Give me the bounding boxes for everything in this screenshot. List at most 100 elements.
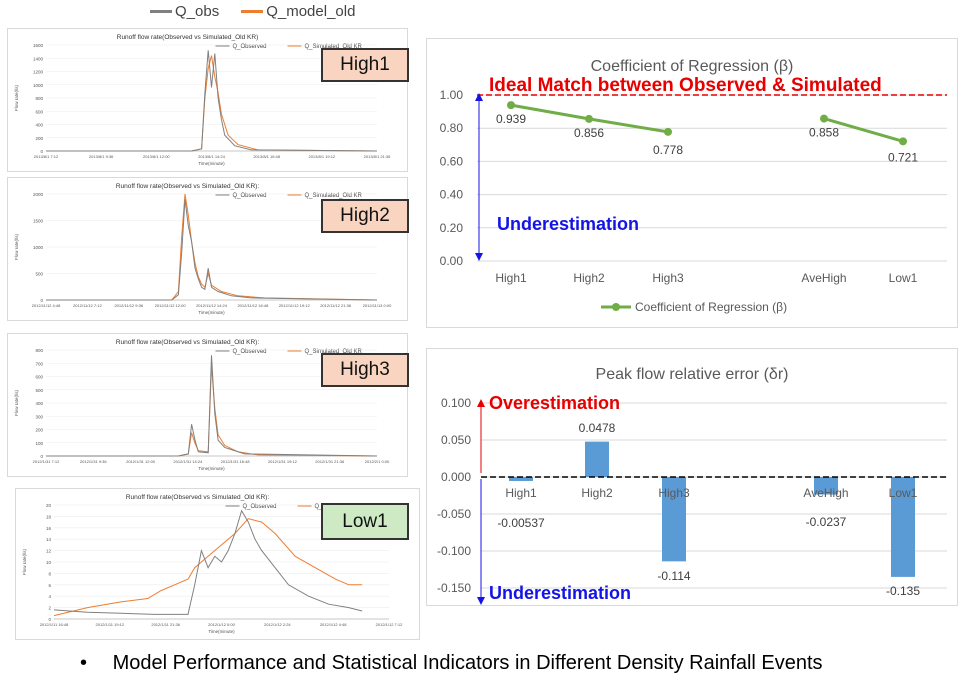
hydro-x-label: Time(minute) [198, 161, 225, 166]
peak-error-x-tick: High3 [658, 486, 690, 500]
hydro-x-tick: 2012/1/31 16:48 [221, 459, 251, 464]
hydro-x-tick: 2012/11/12 4:48 [32, 303, 61, 308]
peak-error-y-tick: 0.000 [441, 470, 471, 484]
peak-error-bar [814, 477, 838, 495]
regression-chart-panel: Coefficient of Regression (β) 0.00 0.20 0.4… [426, 38, 958, 328]
hydro-y-tick: 0 [48, 617, 51, 622]
peak-error-value-label: -0.0237 [806, 515, 847, 529]
hydro-y-tick: 1000 [33, 245, 44, 250]
peak-error-x-tick: High1 [505, 486, 537, 500]
hydro-x-tick: 2013/8/1 14:24 [198, 154, 225, 159]
hydrograph-title: Runoff flow rate(Observed vs Simulated_O… [116, 183, 259, 190]
hydro-x-tick: 2012/11/12 14:24 [196, 303, 228, 308]
hydro-x-tick: 2013/8/1 12:00 [143, 154, 170, 159]
hydro-x-label: Time(minute) [198, 466, 225, 471]
hydro-x-tick: 2012/1/12 2:24 [264, 622, 291, 627]
underestimation-arrow-head-bottom [475, 253, 483, 261]
hydro-y-label: Flow rate(l/s) [22, 549, 27, 576]
hydro-x-tick: 2012/11/13 0:00 [363, 303, 392, 308]
hydro-y-tick: 0 [40, 454, 43, 459]
hydro-y-tick: 1200 [33, 70, 44, 75]
hydro-y-tick: 700 [35, 361, 43, 366]
hydro-x-tick: 2012/1/11 16:48 [40, 622, 69, 627]
regression-x-tick: Low1 [889, 271, 918, 285]
regression-x-tick: High3 [652, 271, 684, 285]
hydro-x-tick: 2012/1/31 21:36 [315, 459, 345, 464]
hydrograph-title: Runoff flow rate(Observed vs Simulated_O… [126, 494, 269, 501]
hydro-y-tick: 500 [35, 388, 43, 393]
hydro-x-tick: 2013/8/1 16:48 [253, 154, 280, 159]
hydro-y-tick: 600 [35, 375, 43, 380]
hydro-y-tick: 800 [35, 348, 43, 353]
hydro-y-tick: 100 [35, 441, 43, 446]
hydro-y-tick: 20 [46, 503, 52, 508]
peak-error-bar [891, 477, 915, 577]
peak-error-y-tick: 0.050 [441, 433, 471, 447]
hydro-y-tick: 200 [35, 136, 43, 141]
regression-x-tick: High1 [495, 271, 527, 285]
peak-error-title: Peak flow relative error (δr) [596, 366, 789, 383]
tag-high2: High2 [321, 199, 409, 233]
regression-point [664, 127, 672, 136]
hydro-y-tick: 0 [40, 149, 43, 154]
overestimation-arrow-head [477, 399, 485, 407]
hydro-x-tick: 2013/8/1 9:36 [89, 154, 114, 159]
hydro-x-tick: 2012/1/12 0:00 [208, 622, 235, 627]
hydro-y-tick: 600 [35, 109, 43, 114]
peak-error-y-tick: -0.050 [437, 507, 471, 521]
regression-value-label: 0.858 [809, 126, 839, 140]
hydro-x-tick: 2012/1/31 7:12 [33, 459, 60, 464]
hydro-observed-line [46, 199, 378, 301]
q-obs-label: Q_obs [175, 2, 220, 20]
hydro-y-tick: 2 [48, 606, 51, 611]
peak-error-value-label: -0.135 [886, 584, 920, 598]
hydro-x-tick: 2012/1/31 9:36 [80, 459, 107, 464]
hydro-x-tick: 2012/11/12 19:12 [279, 303, 311, 308]
regression-value-label: 0.939 [496, 112, 526, 126]
peak-error-bar [662, 477, 686, 562]
peak-error-bar [585, 441, 609, 477]
underestimation-label: Underestimation [497, 214, 639, 234]
hydro-y-tick: 12 [46, 549, 52, 554]
regression-chart: Coefficient of Regression (β) 0.00 0.20 0.4… [440, 58, 947, 314]
peak-error-value-label: 0.0478 [579, 421, 616, 435]
tag-high1: High1 [321, 48, 409, 82]
hydro-legend-sim-label: Q_Simulated_Old KR [305, 44, 363, 50]
hydro-y-tick: 16 [46, 526, 52, 531]
hydro-y-tick: 800 [35, 96, 43, 101]
regression-y-tick: 0.60 [440, 154, 464, 168]
hydrograph-title: Runoff flow rate(Observed vs Simulated_O… [117, 34, 259, 41]
hydro-x-tick: 2012/1/11 19:12 [96, 622, 125, 627]
hydro-x-label: Time(minute) [208, 629, 235, 634]
hydro-y-tick: 10 [46, 560, 52, 565]
hydro-legend-obs-label: Q_Observed [233, 193, 267, 199]
hydro-y-tick: 300 [35, 414, 43, 419]
hydro-x-tick: 2012/11/12 21:36 [320, 303, 352, 308]
peak-error-y-tick: -0.150 [437, 581, 471, 595]
hydro-simulated-line [46, 193, 378, 301]
regression-series-line [823, 117, 904, 143]
hydro-y-tick: 4 [48, 594, 51, 599]
hydro-observed-line [46, 355, 378, 457]
hydro-x-tick: 2012/11/12 12:00 [155, 303, 187, 308]
hydro-y-tick: 6 [48, 583, 51, 588]
q-model-old-label: Q_model_old [266, 2, 356, 20]
peak-error-x-tick: High2 [581, 486, 613, 500]
hydro-x-tick: 2013/8/1 19:12 [308, 154, 335, 159]
regression-point [507, 101, 515, 110]
regression-point [899, 137, 907, 146]
hydro-legend-sim-label: Q_Simulated_Old KR [305, 193, 363, 199]
top-legend: Q_obs Q_model_old [150, 0, 355, 22]
peak-error-chart-panel: Peak flow relative error (δr) -0.150 -0.10… [426, 348, 958, 606]
hydro-x-tick: 2012/1/12 4:48 [320, 622, 347, 627]
regression-legend-marker [612, 303, 620, 311]
hydro-x-tick: 2012/11/12 9:36 [114, 303, 143, 308]
hydro-x-tick: 2013/8/1 7:12 [34, 154, 59, 159]
regression-x-tick: High2 [573, 271, 605, 285]
hydro-legend-sim-label: Q_Simulated_Old KR [305, 349, 363, 355]
hydrograph-high2-svg: Runoff flow rate(Observed vs Simulated_O… [14, 183, 392, 315]
hydro-legend-obs-label: Q_Observed [233, 349, 267, 355]
regression-legend-label: Coefficient of Regression (β) [635, 300, 787, 314]
hydro-y-tick: 8 [48, 571, 51, 576]
hydro-y-tick: 18 [46, 514, 52, 519]
